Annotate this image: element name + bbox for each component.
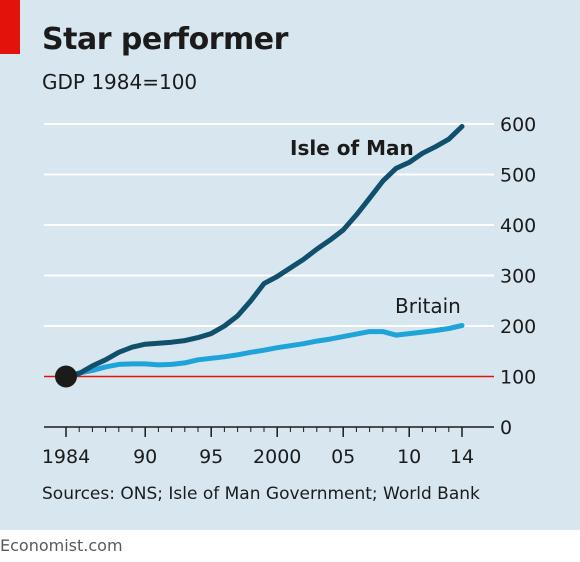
brand-red-tag bbox=[0, 0, 20, 54]
x-tick-label: 14 bbox=[450, 446, 474, 468]
y-tick-label: 600 bbox=[500, 114, 536, 136]
y-tick-label: 0 bbox=[500, 417, 512, 439]
source-note: Sources: ONS; Isle of Man Government; Wo… bbox=[42, 484, 480, 504]
brand-footer: Economist.com bbox=[0, 536, 123, 555]
start-marker-dot bbox=[55, 365, 77, 388]
x-tick-label: 95 bbox=[199, 446, 223, 468]
y-tick-label: 300 bbox=[500, 266, 536, 288]
series-label-britain: Britain bbox=[395, 294, 461, 318]
y-tick-label: 100 bbox=[500, 367, 536, 389]
x-tick-label: 90 bbox=[133, 446, 157, 468]
series-line-britain bbox=[63, 323, 465, 379]
x-tick-label: 2000 bbox=[253, 446, 301, 468]
x-tick-label: 05 bbox=[331, 446, 355, 468]
y-tick-label: 200 bbox=[500, 316, 536, 338]
grid-lines bbox=[44, 123, 494, 378]
series-line-isle-of-man bbox=[63, 124, 465, 379]
line-chart: 0 100 200 300 400 500 600 1984 90 95 2000 05 10 14 Isl… bbox=[42, 114, 536, 468]
chart-title: Star performer bbox=[42, 22, 288, 57]
x-tick-label: 1984 bbox=[42, 446, 90, 468]
chart-panel bbox=[0, 0, 580, 530]
series-lines bbox=[55, 124, 465, 388]
chart-subtitle: GDP 1984=100 bbox=[42, 70, 198, 94]
y-tick-label: 500 bbox=[500, 165, 536, 187]
series-label-isle-of-man: Isle of Man bbox=[290, 136, 414, 160]
y-tick-label: 400 bbox=[500, 215, 536, 237]
labels: 0 100 200 300 400 500 600 1984 90 95 2000 05 10 14 Isl… bbox=[42, 114, 536, 468]
axes bbox=[44, 426, 494, 437]
x-tick-label: 10 bbox=[397, 446, 421, 468]
